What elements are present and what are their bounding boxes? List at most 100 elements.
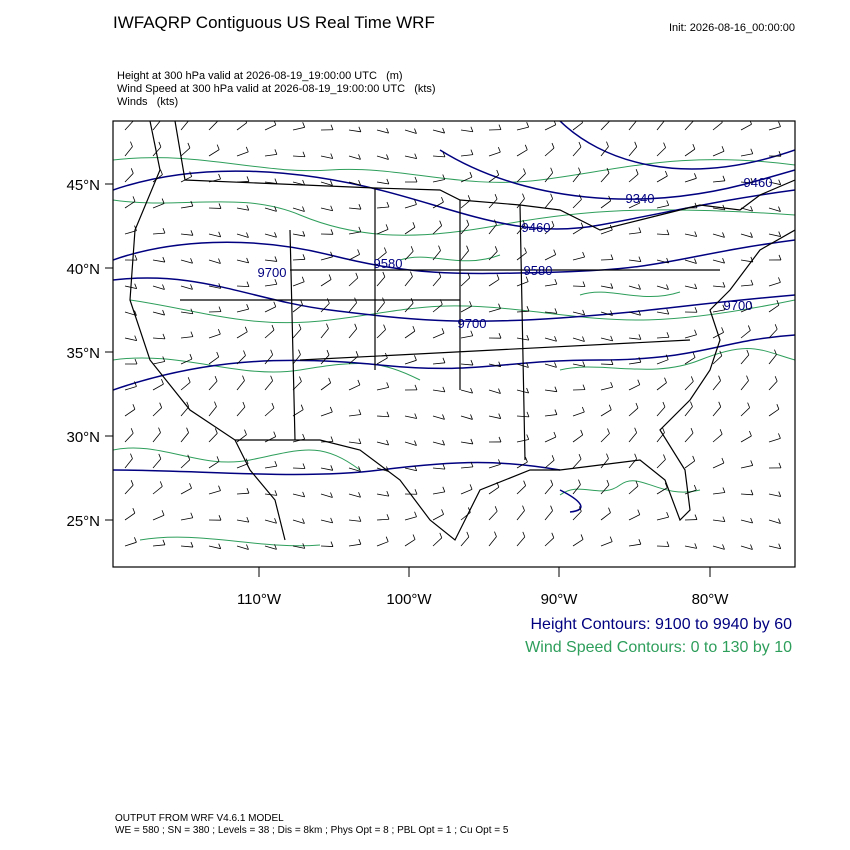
- barb: [551, 455, 555, 461]
- barb: [712, 545, 725, 550]
- barb: [414, 465, 418, 471]
- barb: [628, 146, 638, 157]
- barb: [246, 488, 250, 494]
- barb: [656, 147, 666, 157]
- barb: [414, 511, 417, 517]
- barb: [152, 174, 163, 183]
- barb: [218, 283, 222, 289]
- barb: [320, 181, 333, 186]
- barb: [180, 459, 191, 469]
- barb: [656, 175, 668, 183]
- barb: [217, 328, 221, 335]
- barb: [264, 465, 277, 469]
- barb: [187, 454, 191, 460]
- barb: [718, 375, 721, 381]
- lon-label: 110°W: [237, 591, 282, 608]
- barb: [270, 349, 274, 355]
- barb: [386, 127, 389, 134]
- barb: [516, 224, 526, 235]
- barb: [124, 173, 134, 183]
- barb: [768, 181, 781, 186]
- barb: [442, 440, 445, 446]
- barb: [442, 127, 445, 134]
- barb: [664, 482, 668, 488]
- barb: [522, 219, 526, 226]
- barb: [460, 363, 473, 366]
- barb: [208, 178, 221, 183]
- barb: [439, 299, 443, 305]
- barb: [496, 482, 500, 488]
- barb: [274, 232, 277, 238]
- barb: [132, 507, 136, 514]
- barb: [496, 274, 500, 280]
- barb: [466, 245, 469, 251]
- barb: [274, 460, 278, 467]
- barb: [264, 154, 277, 157]
- barb: [414, 384, 418, 390]
- barb: [778, 231, 782, 237]
- barb: [274, 544, 277, 550]
- barb: [628, 202, 641, 209]
- barb: [516, 281, 529, 287]
- barb: [684, 148, 696, 157]
- barb: [245, 458, 249, 464]
- barb: [236, 151, 249, 157]
- barb: [320, 207, 333, 212]
- contour-label: 9460: [744, 175, 773, 190]
- barb: [600, 409, 612, 417]
- barb: [488, 486, 500, 495]
- barb: [749, 430, 752, 437]
- wind-speed-contours: [113, 157, 795, 547]
- barb: [383, 247, 387, 253]
- barb: [292, 493, 305, 498]
- barb: [666, 511, 670, 518]
- barb: [292, 545, 305, 549]
- barb: [320, 279, 332, 287]
- barb: [216, 351, 220, 358]
- barb: [712, 233, 725, 238]
- barb: [330, 180, 333, 186]
- barb: [273, 431, 277, 437]
- barb: [292, 304, 303, 313]
- barb: [740, 493, 753, 496]
- barb: [161, 510, 165, 516]
- barb: [134, 358, 138, 365]
- barb: [242, 401, 246, 408]
- barb: [774, 376, 778, 382]
- barb: [385, 224, 389, 230]
- barb: [656, 406, 666, 417]
- barb: [376, 357, 388, 365]
- barb: [600, 121, 610, 131]
- barb: [348, 519, 361, 522]
- barb: [582, 281, 586, 287]
- barb: [404, 516, 417, 521]
- barb: [516, 252, 527, 261]
- barb: [386, 201, 390, 208]
- barb: [572, 411, 585, 417]
- barb: [488, 251, 498, 261]
- barb: [320, 354, 330, 365]
- barb: [544, 124, 556, 131]
- barb: [124, 432, 134, 443]
- barb: [264, 380, 273, 391]
- barb: [684, 121, 694, 131]
- barb: [578, 167, 581, 173]
- barb: [488, 389, 501, 394]
- barb: [712, 259, 725, 264]
- barb: [246, 257, 250, 264]
- barb: [656, 285, 669, 290]
- barb: [516, 173, 526, 183]
- barb: [189, 171, 193, 177]
- barb: [320, 411, 333, 417]
- barb: [271, 402, 275, 409]
- barb: [358, 516, 362, 522]
- barb: [778, 543, 782, 549]
- barb: [187, 377, 191, 383]
- barb: [190, 331, 194, 337]
- barb: [721, 146, 725, 152]
- barb: [544, 537, 555, 547]
- barb: [246, 281, 250, 287]
- barb: [606, 167, 610, 174]
- barb: [608, 195, 612, 202]
- barb: [432, 332, 445, 339]
